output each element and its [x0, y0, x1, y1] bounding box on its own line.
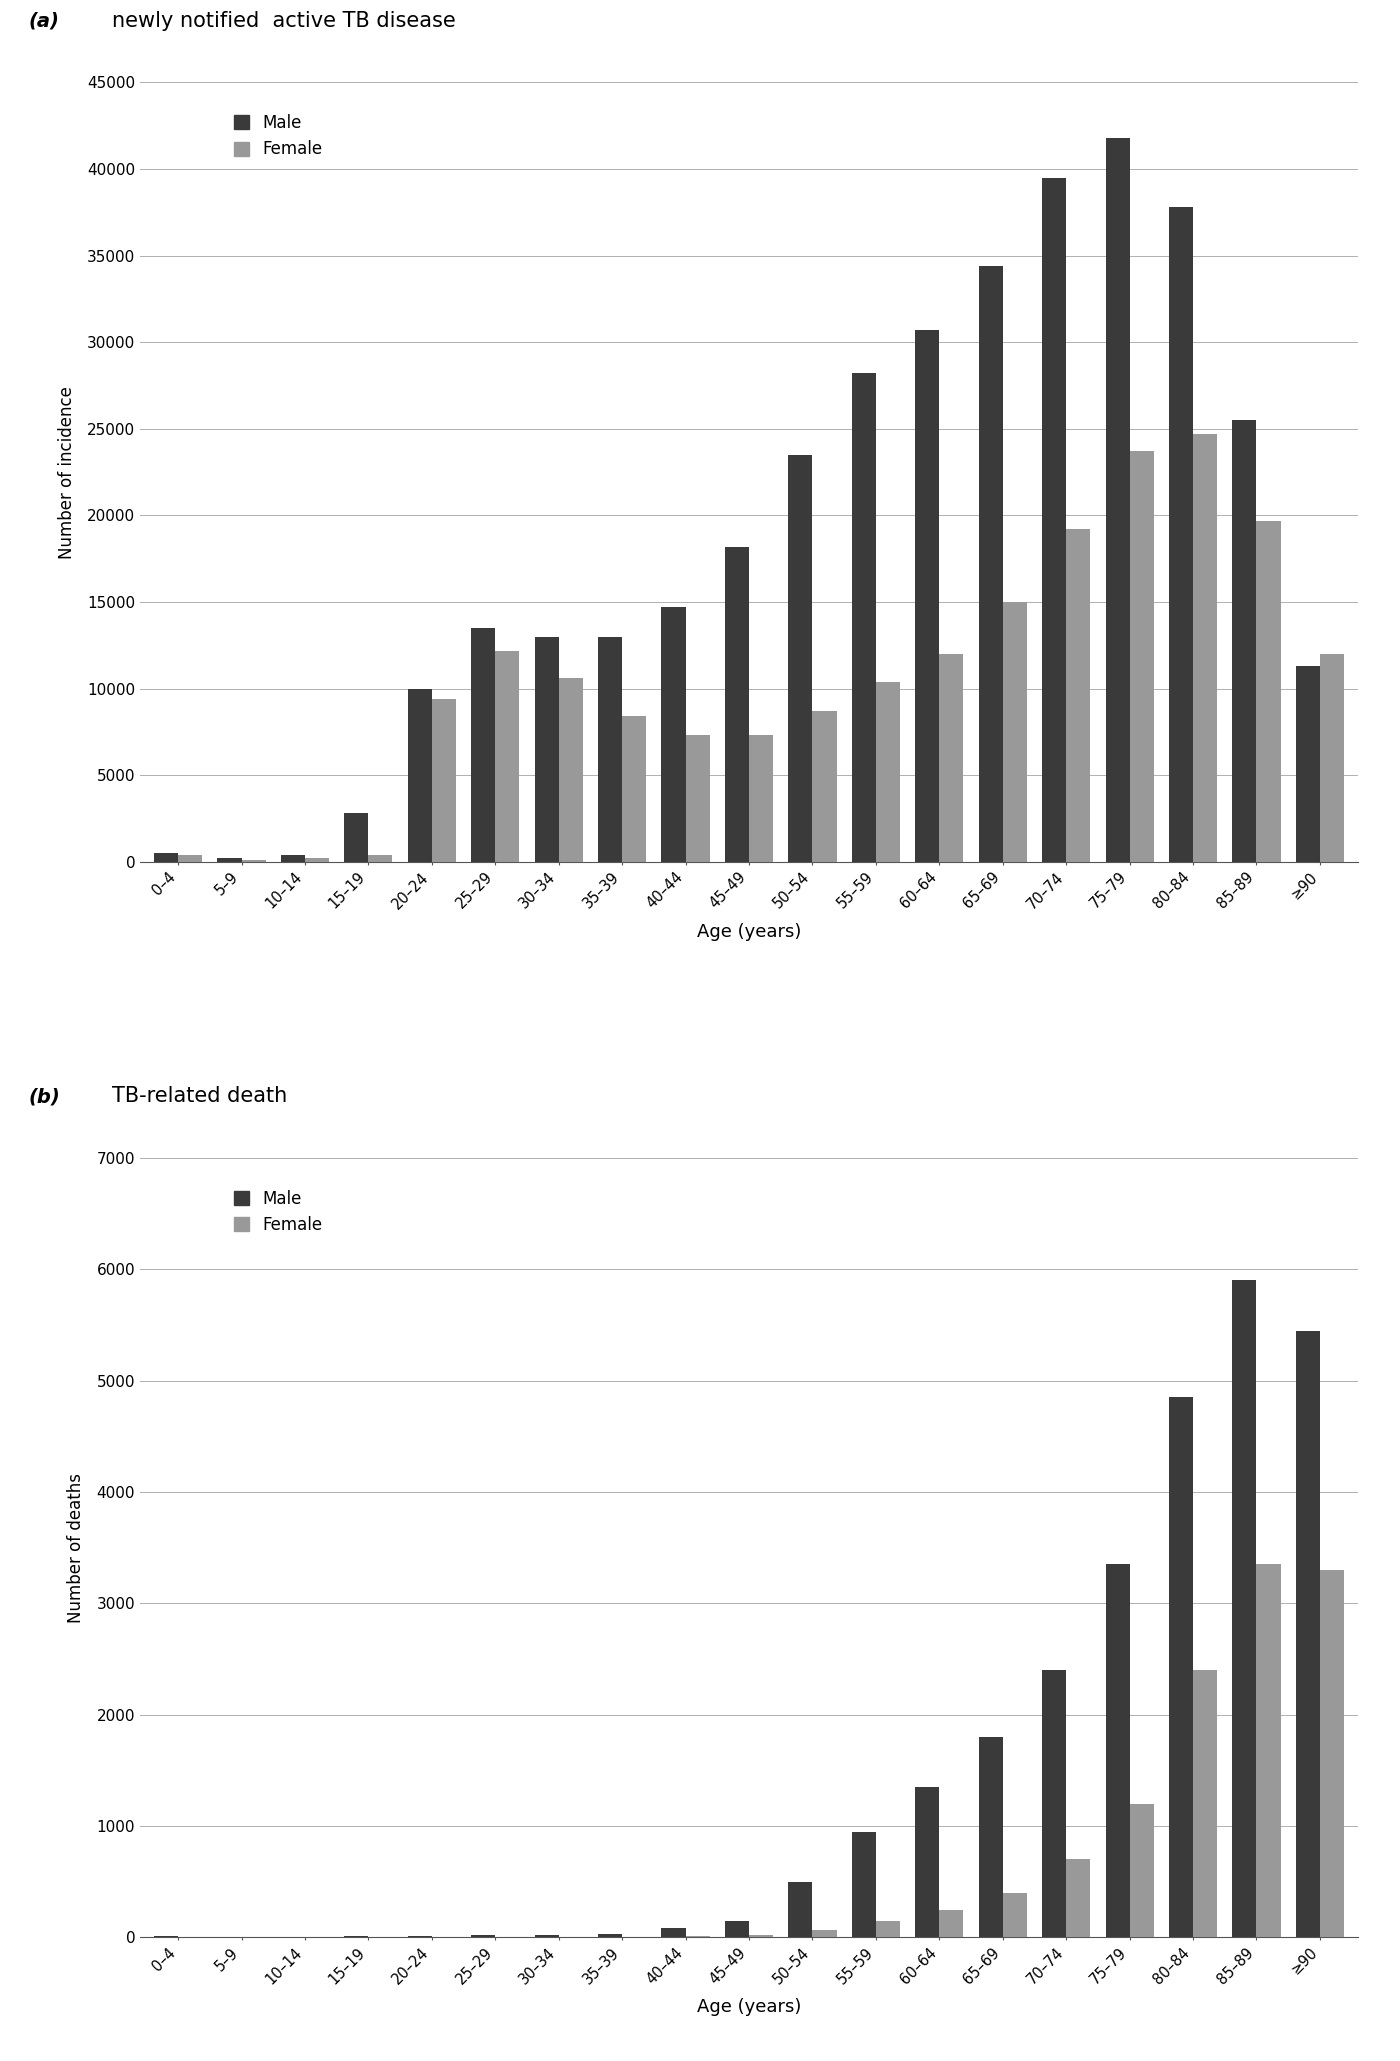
- X-axis label: Age (years): Age (years): [697, 923, 801, 940]
- Bar: [1130, 451, 1154, 861]
- Bar: [1067, 1859, 1091, 1937]
- Bar: [979, 266, 1002, 861]
- Bar: [1256, 1564, 1281, 1937]
- Y-axis label: Number of incidence: Number of incidence: [57, 385, 76, 559]
- Bar: [1002, 1892, 1026, 1937]
- Bar: [1169, 1397, 1193, 1937]
- Bar: [1256, 521, 1281, 861]
- Text: (b): (b): [28, 1088, 60, 1107]
- Bar: [598, 1933, 622, 1937]
- X-axis label: Age (years): Age (years): [697, 1999, 801, 2016]
- Bar: [217, 857, 241, 861]
- Bar: [1193, 1669, 1217, 1937]
- Bar: [431, 699, 456, 861]
- Bar: [1296, 666, 1320, 861]
- Bar: [749, 736, 773, 861]
- Bar: [686, 736, 710, 861]
- Bar: [851, 1832, 876, 1937]
- Bar: [1320, 653, 1344, 861]
- Bar: [851, 373, 876, 861]
- Bar: [1106, 1564, 1130, 1937]
- Bar: [1002, 602, 1026, 861]
- Bar: [788, 1882, 812, 1937]
- Bar: [876, 1921, 900, 1937]
- Bar: [496, 651, 519, 861]
- Bar: [812, 711, 837, 861]
- Bar: [535, 1935, 559, 1937]
- Bar: [812, 1929, 837, 1937]
- Bar: [305, 857, 329, 861]
- Bar: [1042, 177, 1067, 861]
- Bar: [1193, 435, 1217, 861]
- Bar: [876, 682, 900, 861]
- Bar: [1130, 1803, 1154, 1937]
- Bar: [788, 455, 812, 861]
- Bar: [178, 855, 202, 861]
- Text: TB-related death: TB-related death: [112, 1086, 287, 1107]
- Bar: [1296, 1331, 1320, 1937]
- Bar: [535, 637, 559, 861]
- Bar: [281, 855, 305, 861]
- Text: newly notified  active TB disease: newly notified active TB disease: [112, 10, 456, 31]
- Text: (a): (a): [28, 12, 59, 31]
- Bar: [1169, 208, 1193, 861]
- Bar: [1232, 1280, 1256, 1937]
- Legend: Male, Female: Male, Female: [234, 113, 322, 159]
- Bar: [368, 855, 392, 861]
- Bar: [154, 853, 178, 861]
- Bar: [916, 330, 939, 861]
- Bar: [598, 637, 622, 861]
- Bar: [407, 688, 431, 861]
- Bar: [622, 717, 647, 861]
- Bar: [916, 1787, 939, 1937]
- Bar: [1320, 1570, 1344, 1937]
- Bar: [749, 1935, 773, 1937]
- Bar: [1067, 530, 1091, 861]
- Bar: [725, 1921, 749, 1937]
- Bar: [1106, 138, 1130, 861]
- Bar: [344, 814, 368, 861]
- Y-axis label: Number of deaths: Number of deaths: [67, 1474, 85, 1622]
- Legend: Male, Female: Male, Female: [234, 1189, 322, 1235]
- Bar: [979, 1737, 1002, 1937]
- Bar: [661, 608, 686, 861]
- Bar: [725, 546, 749, 861]
- Bar: [559, 678, 582, 861]
- Bar: [472, 1935, 496, 1937]
- Bar: [1042, 1669, 1067, 1937]
- Bar: [661, 1929, 686, 1937]
- Bar: [1232, 420, 1256, 861]
- Bar: [472, 629, 496, 861]
- Bar: [939, 1908, 963, 1937]
- Bar: [939, 653, 963, 861]
